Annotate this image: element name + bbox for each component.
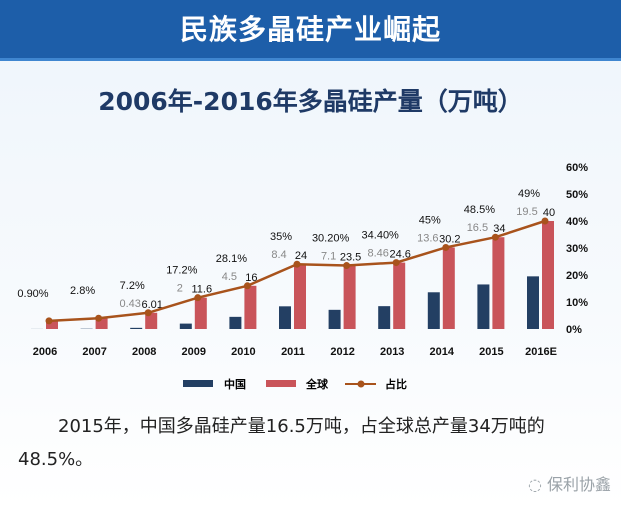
bar-china <box>477 284 490 329</box>
share-point <box>95 314 103 322</box>
bar-china <box>279 306 291 329</box>
global-value-label: 23.5 <box>340 252 361 264</box>
share-point <box>442 243 450 251</box>
x-tick-label: 2009 <box>182 346 206 358</box>
global-value-label: 6.01 <box>141 299 162 311</box>
china-value-label: 19.5 <box>516 206 537 218</box>
legend-point-share <box>357 380 365 388</box>
legend-label-share: 占比 <box>385 377 407 391</box>
x-tick-label: 2007 <box>82 346 106 358</box>
share-value-label: 48.5% <box>464 204 495 216</box>
china-value-label: 13.6 <box>417 232 438 244</box>
x-tick-label: 2014 <box>430 346 455 358</box>
share-value-label: 35% <box>270 231 292 243</box>
bar-global <box>393 262 406 329</box>
share-point <box>194 294 202 302</box>
share-value-label: 34.40% <box>362 230 400 242</box>
bar-global <box>294 264 306 329</box>
wechat-icon: ◌ <box>527 475 547 494</box>
share-value-label: 2.8% <box>70 285 95 297</box>
global-value-label: 40 <box>543 207 555 219</box>
y2-tick-label: 40% <box>566 216 588 228</box>
bar-china <box>130 327 143 329</box>
share-point <box>343 262 351 270</box>
share-point <box>144 309 152 317</box>
legend-swatch-global <box>266 380 296 387</box>
bar-china <box>527 276 539 329</box>
y2-tick-label: 10% <box>566 297 588 309</box>
share-value-label: 0.90% <box>17 288 48 300</box>
y2-tick-label: 0% <box>566 324 582 336</box>
chart-title: 2006年-2016年多晶硅产量（万吨） <box>98 87 523 116</box>
legend-label-china: 中国 <box>224 377 246 391</box>
global-value-label: 16 <box>245 272 257 284</box>
global-value-label: 11.6 <box>192 284 213 296</box>
bar-global <box>194 297 207 329</box>
x-tick-label: 2006 <box>33 346 57 358</box>
watermark-text: 保利协鑫 <box>546 475 611 494</box>
china-value-label: 7.1 <box>321 251 336 263</box>
china-value-label: 8.4 <box>271 249 286 261</box>
share-point <box>243 282 251 290</box>
x-tick-label: 2016E <box>525 346 557 358</box>
x-tick-label: 2012 <box>330 346 354 358</box>
x-tick-label: 2010 <box>231 346 255 358</box>
share-value-label: 49% <box>518 188 540 200</box>
china-value-label: 4.5 <box>222 271 237 283</box>
x-tick-label: 2015 <box>479 346 503 358</box>
global-value-label: 24 <box>295 250 307 262</box>
x-tick-label: 2008 <box>132 346 156 358</box>
share-value-label: 7.2% <box>120 280 145 292</box>
y2-tick-label: 50% <box>566 189 588 201</box>
share-value-label: 28.1% <box>216 253 247 265</box>
banner-title: 民族多晶硅产业崛起 <box>179 13 441 46</box>
chart: 2006 0.90% 2007 2.8% 2008 0.43 6.01 7.2% 2009 2 11… <box>17 162 588 391</box>
y2-tick-label: 30% <box>566 243 588 255</box>
global-value-label: 34 <box>493 223 505 235</box>
bar-china <box>179 323 192 329</box>
bar-global <box>244 285 257 329</box>
x-tick-label: 2013 <box>380 346 404 358</box>
bar-global <box>542 221 554 329</box>
y2-tick-label: 20% <box>566 270 588 282</box>
bar-china <box>229 316 242 329</box>
bar-china <box>378 306 391 329</box>
china-value-label: 2 <box>177 283 183 295</box>
header-banner: 民族多晶硅产业崛起 <box>0 0 621 61</box>
global-value-label: 30.2 <box>439 233 460 245</box>
legend-label-global: 全球 <box>305 377 329 391</box>
china-value-label: 8.46 <box>367 248 388 260</box>
global-value-label: 24.6 <box>389 249 410 261</box>
legend-swatch-china <box>183 380 213 387</box>
bar-global <box>492 237 505 329</box>
share-point <box>293 260 301 268</box>
china-value-label: 0.43 <box>119 298 140 310</box>
share-point <box>392 259 400 267</box>
bar-global <box>343 265 356 329</box>
share-point <box>491 233 499 241</box>
bar-china <box>328 309 341 329</box>
bar-global <box>46 320 58 329</box>
share-value-label: 45% <box>419 214 441 226</box>
bar-global <box>145 312 158 329</box>
watermark: ◌ 保利协鑫 <box>528 471 611 495</box>
share-value-label: 17.2% <box>166 265 197 277</box>
bar-china <box>427 292 440 329</box>
bar-global <box>95 318 108 329</box>
bar-global <box>442 247 455 329</box>
y2-tick-label: 60% <box>566 162 588 174</box>
summary-paragraph: 2015年，中国多晶硅产量16.5万吨，占全球总产量34万吨的48.5%。 <box>18 416 545 470</box>
share-value-label: 30.20% <box>312 233 350 245</box>
china-value-label: 16.5 <box>467 222 488 234</box>
x-tick-label: 2011 <box>281 346 305 358</box>
share-point <box>45 317 53 325</box>
share-point <box>541 217 549 225</box>
